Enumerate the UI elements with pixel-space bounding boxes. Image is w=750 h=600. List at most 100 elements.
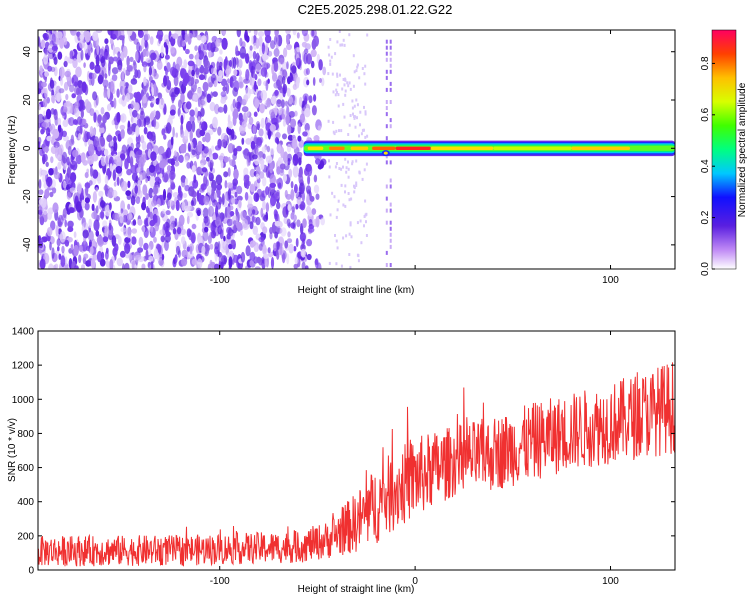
noise-speck [245,86,251,99]
noise-speck [288,168,293,178]
noise-speck [124,237,131,244]
noise-speck [51,247,55,259]
noise-speck [81,240,88,252]
noise-speck [38,88,42,95]
noise-speck [108,202,112,211]
noise-speck [108,222,112,231]
noise-speck [249,240,257,247]
faint-speck [329,62,332,66]
noise-speck [136,167,141,173]
carrier-dip-core [383,151,388,155]
noise-speck [313,174,318,183]
noise-speck [124,262,130,269]
noise-speck [245,35,250,43]
noise-speck [223,104,228,114]
snr-y-label: SNR (10 * v/v) [7,418,18,482]
noise-speck [201,245,206,255]
noise-speck [227,120,233,129]
faint-speck [332,120,335,124]
noise-speck [49,241,52,251]
faint-speck [365,234,368,237]
noise-speck [127,180,131,188]
noise-speck [288,243,294,254]
noise-speck [63,81,69,91]
noise-speck [111,235,117,247]
faint-speck [327,45,330,49]
noise-speck [58,253,62,260]
noise-speck [260,90,268,101]
y-tick-label: 600 [17,463,34,474]
noise-speck [224,180,228,189]
noise-speck [91,203,95,212]
faint-speck [352,54,355,58]
colorbar-tick-label: 0.6 [700,107,711,121]
noise-speck [100,55,106,68]
noise-speck [292,153,299,166]
noise-speck [255,165,261,177]
noise-speck [190,76,195,86]
noise-speck [51,95,55,103]
noise-speck [301,30,308,37]
streak-speck [385,263,388,267]
faint-speck [343,43,346,47]
noise-speck [303,48,309,55]
noise-speck [183,59,188,69]
noise-speck [51,45,58,51]
noise-speck [62,119,69,128]
noise-speck [240,251,246,263]
faint-speck [351,160,354,164]
noise-speck [112,169,117,181]
noise-speck [231,197,236,205]
noise-speck [89,246,94,255]
streak-speck [389,226,392,231]
noise-speck [194,107,198,118]
noise-speck [218,61,223,68]
noise-speck [96,235,104,246]
faint-speck [355,183,358,187]
noise-speck [306,205,311,216]
streak-speck [389,69,392,74]
noise-speck [195,30,198,38]
noise-speck [164,174,168,183]
noise-speck [277,143,282,154]
faint-speck [359,219,362,223]
noise-speck [228,243,233,250]
noise-speck [129,56,134,63]
noise-speck [175,199,180,212]
noise-speck [145,57,152,64]
noise-speck [302,238,306,245]
noise-speck [52,264,57,269]
noise-speck [84,43,89,54]
noise-speck [198,74,205,81]
x-tick-label: -100 [210,275,230,286]
noise-speck [207,263,212,269]
noise-speck [140,135,145,144]
noise-speck [260,67,268,77]
noise-speck [145,177,149,183]
noise-speck [282,151,289,163]
faint-speck [335,88,338,92]
faint-speck [364,199,367,203]
faint-speck [364,112,367,116]
noise-speck [48,263,54,269]
noise-speck [307,227,315,233]
noise-speck [84,202,90,211]
noise-speck [130,100,135,109]
noise-speck [47,65,53,72]
noise-speck [104,73,108,79]
faint-speck [334,234,336,237]
noise-speck [192,179,199,189]
noise-speck [189,130,193,142]
faint-speck [358,134,360,138]
streak-speck [389,118,392,123]
noise-speck [311,208,317,215]
colorbar-gradient [711,29,737,270]
noise-speck [102,114,107,124]
noise-speck [245,179,250,190]
noise-speck [145,49,149,57]
noise-speck [252,124,257,134]
noise-speck [214,246,219,255]
noise-speck [214,192,218,200]
noise-speck [57,51,63,60]
snr-frame [37,330,676,571]
